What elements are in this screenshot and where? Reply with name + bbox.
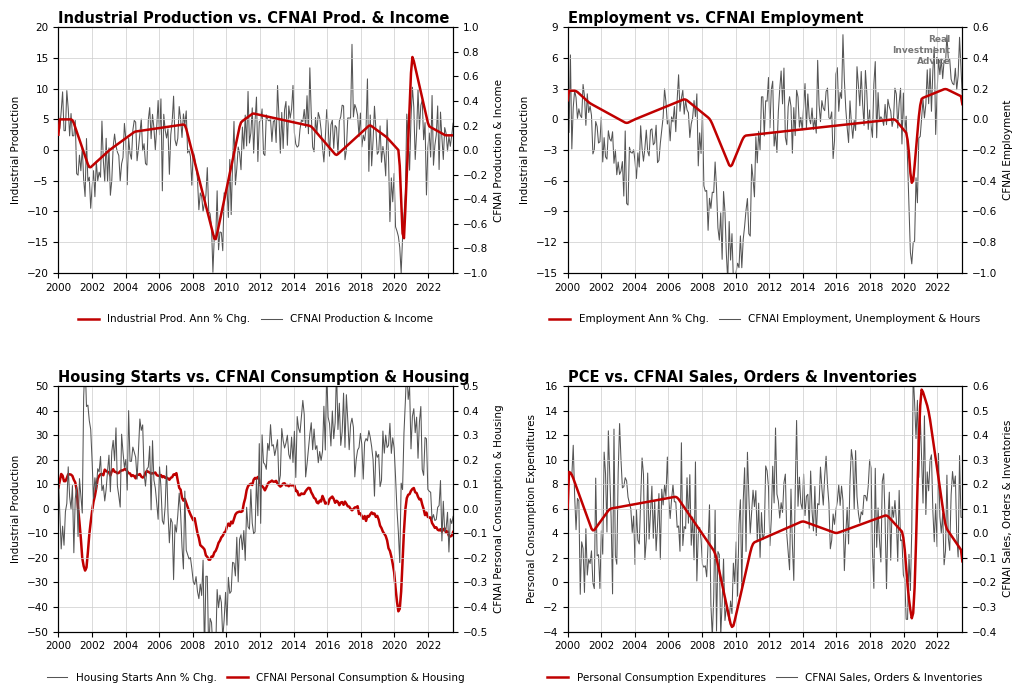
Text: Housing Starts vs. CFNAI Consumption & Housing: Housing Starts vs. CFNAI Consumption & H… [58,370,470,385]
Y-axis label: Industrial Production: Industrial Production [520,96,530,205]
Legend: Personal Consumption Expenditures, CFNAI Sales, Orders & Inventories: Personal Consumption Expenditures, CFNAI… [544,669,987,687]
Y-axis label: CFNAI Employment: CFNAI Employment [1002,100,1013,200]
Legend: Employment Ann % Chg., CFNAI Employment, Unemployment & Hours: Employment Ann % Chg., CFNAI Employment,… [546,310,985,328]
Y-axis label: Personal Consumption Expenditures: Personal Consumption Expenditures [527,415,537,603]
Text: Industrial Production vs. CFNAI Prod. & Income: Industrial Production vs. CFNAI Prod. & … [58,11,450,26]
Text: Real
Investment
Advice: Real Investment Advice [893,35,950,66]
Y-axis label: Industrial Production: Industrial Production [11,96,22,205]
Legend: Housing Starts Ann % Chg., CFNAI Personal Consumption & Housing: Housing Starts Ann % Chg., CFNAI Persona… [42,669,469,687]
Legend: Industrial Prod. Ann % Chg., CFNAI Production & Income: Industrial Prod. Ann % Chg., CFNAI Produ… [74,310,437,328]
Y-axis label: CFNAI Production & Income: CFNAI Production & Income [494,79,504,221]
Text: Employment vs. CFNAI Employment: Employment vs. CFNAI Employment [567,11,863,26]
Text: PCE vs. CFNAI Sales, Orders & Inventories: PCE vs. CFNAI Sales, Orders & Inventorie… [567,370,916,385]
Y-axis label: CFNAI Sales, Orders & Inventories: CFNAI Sales, Orders & Inventories [1002,420,1013,597]
Y-axis label: Industrial Production: Industrial Production [11,454,22,563]
Y-axis label: CFNAI Personal Consumption & Housing: CFNAI Personal Consumption & Housing [494,404,504,613]
